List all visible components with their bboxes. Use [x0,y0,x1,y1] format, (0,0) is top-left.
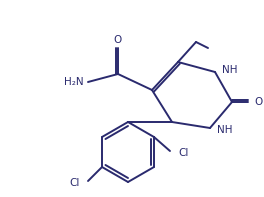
Text: NH: NH [217,125,233,135]
Text: Cl: Cl [70,178,80,188]
Text: O: O [254,97,262,107]
Text: H₂N: H₂N [64,77,84,87]
Text: O: O [114,35,122,45]
Text: Cl: Cl [178,148,188,158]
Text: NH: NH [222,65,238,75]
